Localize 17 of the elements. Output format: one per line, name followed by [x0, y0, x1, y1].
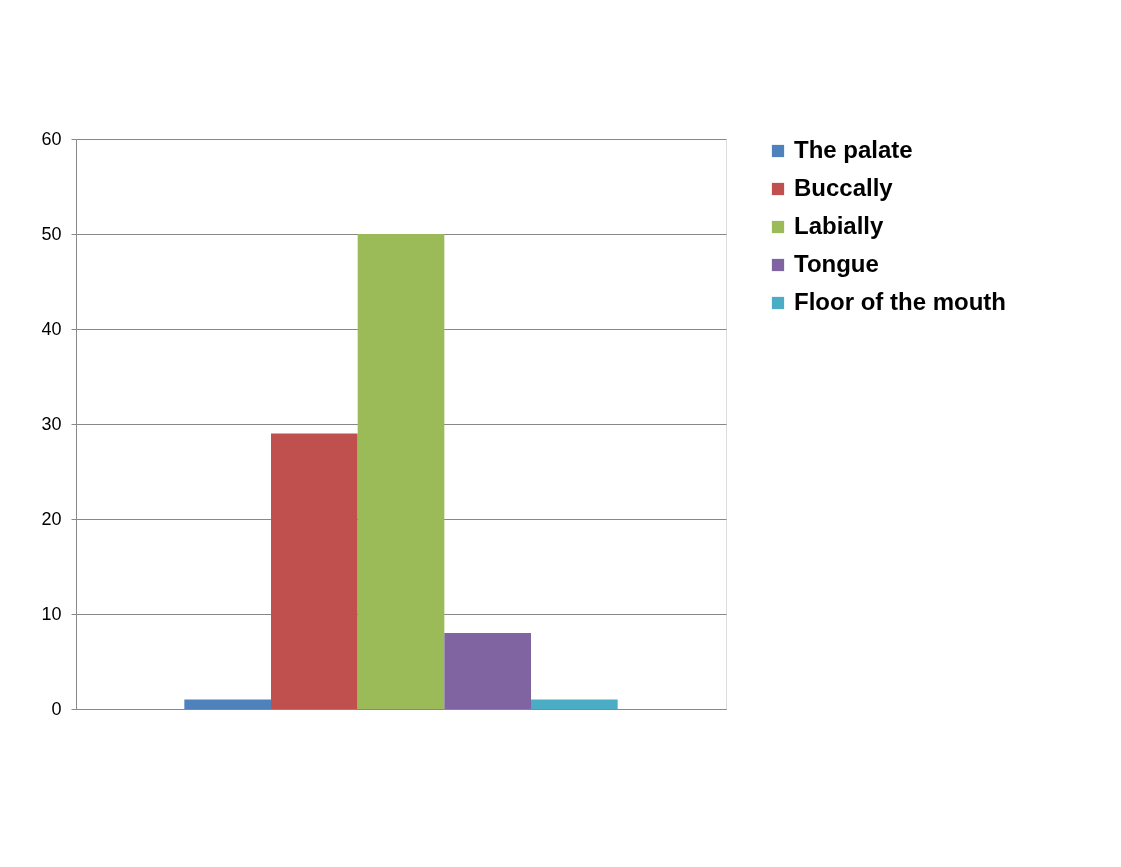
legend-label: Floor of the mouth: [794, 288, 1006, 315]
legend-label: Tongue: [794, 250, 879, 277]
y-tick-label: 20: [41, 508, 62, 529]
y-tick-label: 30: [41, 413, 62, 434]
bar: [271, 433, 358, 709]
y-tick-label: 60: [41, 128, 62, 149]
bar: [444, 633, 531, 709]
bar: [357, 234, 445, 709]
legend-label: Buccally: [794, 174, 894, 201]
y-tick-label: 40: [41, 318, 62, 339]
bar: [531, 699, 618, 709]
bar: [184, 699, 271, 709]
legend-label: The palate: [794, 136, 913, 163]
legend-label: Labially: [794, 212, 885, 239]
y-tick-label: 50: [41, 223, 62, 244]
y-tick-label: 0: [51, 698, 62, 719]
y-tick-label: 10: [41, 603, 62, 624]
